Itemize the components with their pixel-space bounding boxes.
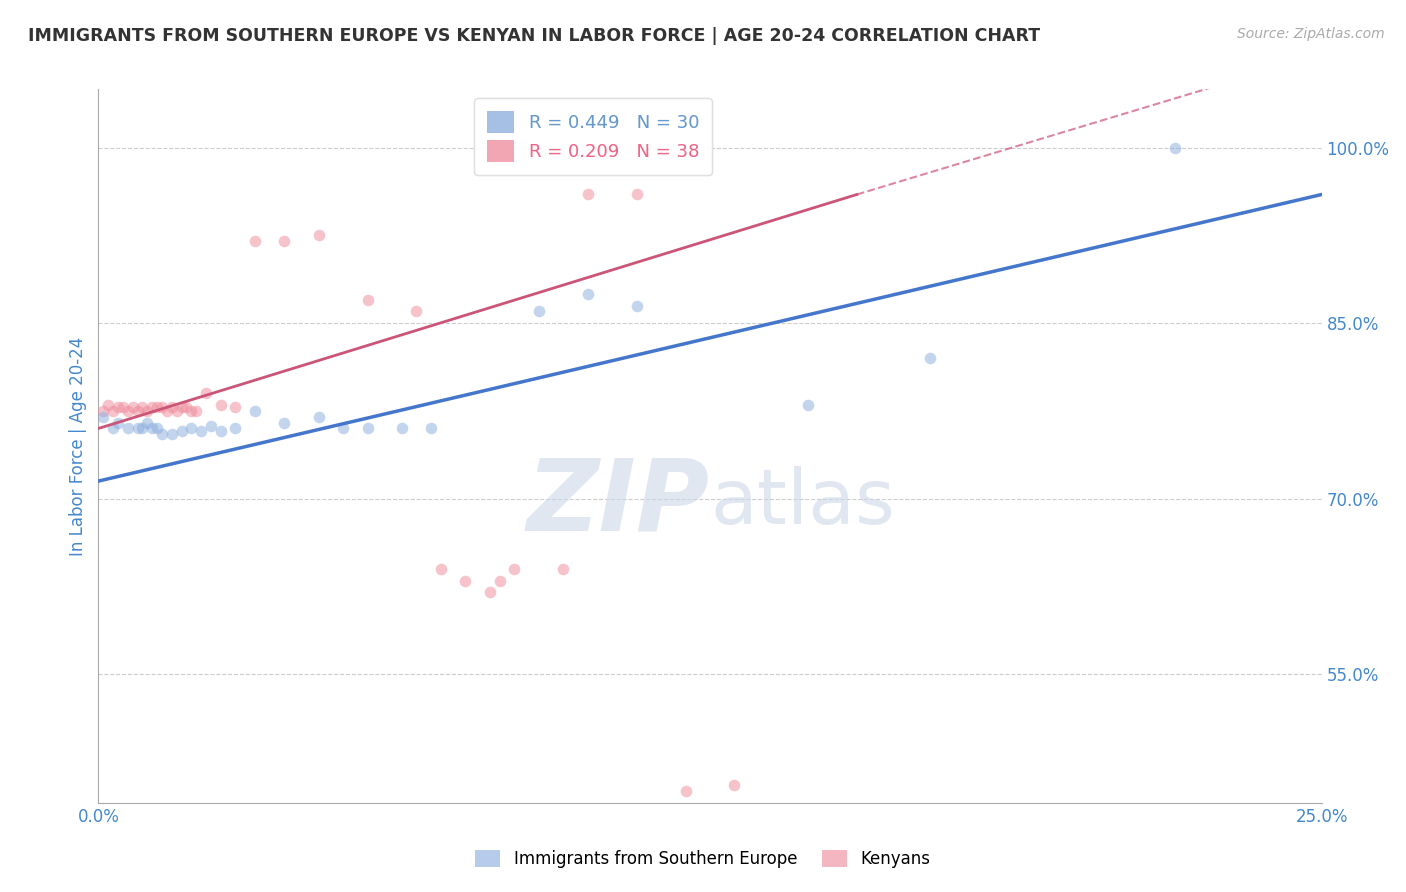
Point [136,404,159,418]
Point [209,398,232,412]
Point [308,409,330,424]
Point [150,401,173,415]
Point [503,562,526,576]
Point [156,404,179,418]
Legend: Immigrants from Southern Europe, Kenyans: Immigrants from Southern Europe, Kenyans [468,843,938,875]
Point [176,401,198,415]
Point [117,421,139,435]
Point [186,404,208,418]
Point [553,562,575,576]
Point [190,424,212,438]
Legend: R = 0.449   N = 30, R = 0.209   N = 38: R = 0.449 N = 30, R = 0.209 N = 38 [474,98,711,175]
Text: ZIP: ZIP [527,455,710,551]
Point [127,421,149,435]
Point [160,401,183,415]
Point [675,784,697,798]
Point [170,401,193,415]
Point [797,398,820,412]
Point [146,421,169,435]
Point [209,424,232,438]
Point [308,228,330,243]
Text: IMMIGRANTS FROM SOUTHERN EUROPE VS KENYAN IN LABOR FORCE | AGE 20-24 CORRELATION: IMMIGRANTS FROM SOUTHERN EUROPE VS KENYA… [28,27,1040,45]
Point [356,421,378,435]
Y-axis label: In Labor Force | Age 20-24: In Labor Force | Age 20-24 [69,336,87,556]
Point [243,234,266,248]
Point [117,404,139,418]
Point [166,404,188,418]
Point [420,421,443,435]
Point [488,574,510,588]
Point [101,421,124,435]
Point [91,404,114,418]
Point [1164,141,1187,155]
Point [478,585,501,599]
Point [150,427,173,442]
Point [391,421,413,435]
Point [141,401,163,415]
Point [180,404,202,418]
Text: atlas: atlas [710,467,894,540]
Point [723,778,745,792]
Point [146,401,169,415]
Point [273,416,295,430]
Point [405,304,427,318]
Point [356,293,378,307]
Point [141,421,163,435]
Point [91,409,114,424]
Point [180,421,202,435]
Point [576,287,599,301]
Point [111,401,134,415]
Text: Source: ZipAtlas.com: Source: ZipAtlas.com [1237,27,1385,41]
Point [430,562,453,576]
Point [131,401,153,415]
Point [626,299,648,313]
Point [332,421,354,435]
Point [454,574,477,588]
Point [127,404,149,418]
Point [97,398,120,412]
Point [576,187,599,202]
Point [200,419,222,434]
Point [527,304,550,318]
Point [160,427,183,442]
Point [131,421,153,435]
Point [107,401,129,415]
Point [136,416,159,430]
Point [243,404,266,418]
Point [195,386,218,401]
Point [920,351,942,366]
Point [224,421,246,435]
Point [626,187,648,202]
Point [107,416,129,430]
Point [121,401,143,415]
Point [101,404,124,418]
Point [224,401,246,415]
Point [170,424,193,438]
Point [273,234,295,248]
